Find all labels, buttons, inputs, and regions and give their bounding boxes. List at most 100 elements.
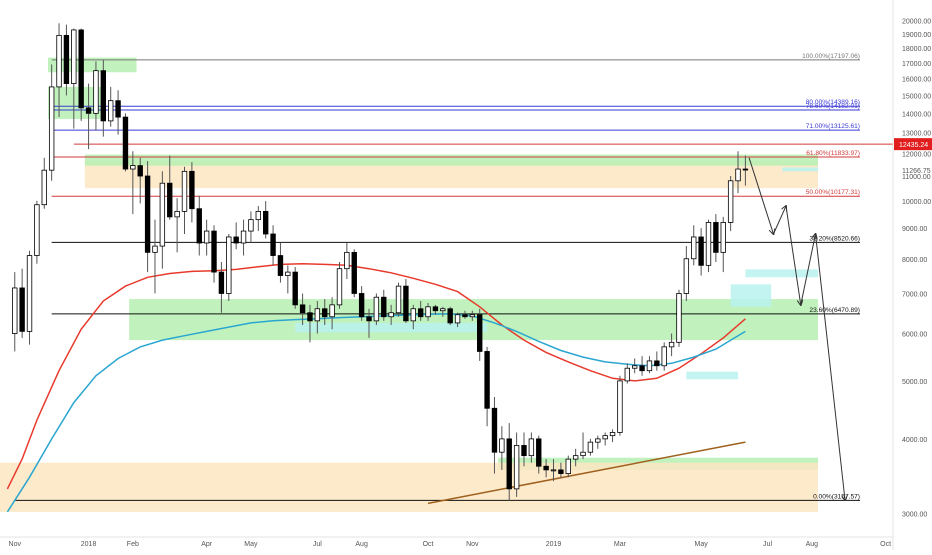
candle-bear bbox=[417, 308, 424, 318]
projection-layer bbox=[748, 157, 846, 500]
candle-bear bbox=[462, 314, 468, 318]
x-tick-label: Oct bbox=[880, 541, 891, 548]
candle-bull bbox=[174, 210, 180, 218]
candle-bull bbox=[528, 438, 535, 457]
candle-bear bbox=[299, 304, 306, 314]
candle-bull bbox=[668, 341, 675, 348]
candle-bear bbox=[322, 308, 328, 318]
candle-bear bbox=[233, 236, 239, 244]
candle-bull bbox=[344, 251, 350, 270]
y-tick-label: 19000.00 bbox=[902, 32, 931, 39]
y-tick-label: 4000.00 bbox=[902, 437, 927, 444]
candle-bear bbox=[491, 407, 498, 453]
fib-label: 71.00%(13125.61) bbox=[806, 123, 860, 130]
zone-green bbox=[84, 154, 819, 166]
candle-bull bbox=[572, 455, 579, 460]
y-tick-label: 15000.00 bbox=[902, 93, 931, 100]
fib-label: 23.60%(6470.89) bbox=[809, 307, 860, 314]
fib-label: 78.60%(14182.01) bbox=[806, 103, 860, 110]
candles-layer bbox=[12, 23, 749, 501]
candle-bull bbox=[550, 469, 557, 472]
fib-label: 80.00%(14389.16) bbox=[806, 99, 860, 106]
x-tick-label: May bbox=[694, 541, 708, 548]
candle-bull bbox=[93, 70, 99, 114]
candle-bear bbox=[536, 438, 542, 467]
candle-bear bbox=[277, 255, 284, 276]
zone-tan bbox=[0, 462, 818, 512]
candle-bull bbox=[513, 445, 520, 490]
candle-bear bbox=[78, 29, 84, 109]
candle-bear bbox=[558, 469, 564, 474]
candle-bear bbox=[144, 175, 151, 253]
candle-bull bbox=[285, 271, 291, 276]
candle-bear bbox=[432, 306, 439, 312]
candle-bull bbox=[691, 236, 697, 260]
candle-bull bbox=[727, 180, 734, 223]
candle-bull bbox=[735, 168, 741, 182]
candle-bull bbox=[580, 451, 586, 457]
projection-arrow bbox=[748, 157, 773, 234]
candle-bear bbox=[654, 360, 660, 367]
candle-bear bbox=[307, 312, 313, 322]
candle-bull bbox=[56, 34, 62, 88]
zone-green bbox=[47, 57, 137, 73]
candle-bear bbox=[218, 271, 225, 294]
candle-bull bbox=[565, 458, 571, 474]
candle-bear bbox=[351, 251, 357, 294]
x-tick-label: Jul bbox=[763, 541, 772, 548]
candle-bull bbox=[181, 170, 188, 212]
candle-bear bbox=[100, 70, 107, 122]
projection-arrow bbox=[772, 206, 786, 235]
candle-bear bbox=[85, 107, 92, 114]
candle-bear bbox=[506, 438, 512, 490]
projection-arrow bbox=[800, 234, 816, 305]
candle-bear bbox=[639, 365, 645, 372]
price-tag bbox=[894, 138, 932, 151]
zones-layer bbox=[0, 57, 819, 512]
fib-label: 61.80%(11833.97) bbox=[806, 150, 860, 157]
y-tick-label: 11266.75 bbox=[902, 168, 931, 175]
candle-bull bbox=[661, 346, 667, 367]
y-tick-label: 12000.00 bbox=[902, 151, 931, 158]
candle-bull bbox=[203, 230, 210, 244]
candle-bear bbox=[543, 465, 549, 471]
y-tick-label: 17000.00 bbox=[902, 61, 931, 68]
candle-bear bbox=[19, 287, 25, 332]
fib-label: 100.00%(17197.06) bbox=[802, 53, 860, 60]
candle-bear bbox=[262, 210, 269, 235]
candle-bull bbox=[595, 438, 601, 443]
candle-bull bbox=[440, 308, 446, 312]
y-tick-label: 9000.00 bbox=[902, 226, 927, 233]
candle-bull bbox=[617, 380, 623, 433]
x-tick-label: Feb bbox=[127, 541, 139, 548]
y-tick-label: 18000.00 bbox=[902, 46, 931, 53]
y-tick-label: 10000.00 bbox=[902, 199, 931, 206]
candle-bear bbox=[366, 316, 372, 322]
y-tick-label: 6000.00 bbox=[902, 332, 927, 339]
candle-bull bbox=[609, 432, 616, 437]
candle-bear bbox=[189, 170, 195, 210]
zone-cyan bbox=[295, 322, 488, 333]
candle-bull bbox=[683, 258, 690, 294]
x-tick-label: Nov bbox=[9, 541, 22, 548]
candle-bear bbox=[713, 222, 719, 253]
zone-cyan bbox=[686, 371, 739, 380]
candle-bull bbox=[41, 169, 47, 206]
candle-bear bbox=[211, 230, 217, 273]
x-tick-label: Aug bbox=[806, 541, 819, 548]
candle-bull bbox=[646, 360, 653, 372]
candle-bull bbox=[587, 441, 594, 453]
candle-bull bbox=[425, 306, 431, 318]
projection-arrow bbox=[815, 233, 846, 500]
candle-bull bbox=[336, 268, 343, 306]
candle-bull bbox=[152, 245, 158, 253]
candle-bull bbox=[226, 236, 232, 294]
x-tick-label: May bbox=[244, 541, 258, 548]
candle-bear bbox=[270, 233, 276, 256]
candle-bear bbox=[477, 314, 483, 352]
candle-bull bbox=[26, 255, 33, 332]
candle-bull bbox=[34, 204, 40, 256]
